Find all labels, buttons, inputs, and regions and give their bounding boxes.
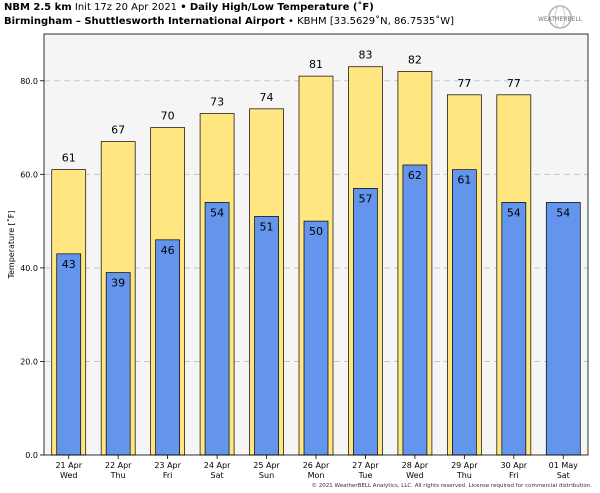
station-id: • KBHM [33.5629˚N, 86.7535˚W]: [288, 16, 455, 27]
x-tick-label-day: Sat: [557, 471, 570, 480]
low-temp-bar: [353, 188, 378, 456]
x-tick-label-day: Thu: [456, 471, 472, 480]
high-temp-label: 70: [161, 110, 175, 123]
x-tick-label-date: 22 Apr: [105, 461, 132, 470]
low-temp-label: 39: [111, 277, 125, 290]
x-tick-label-date: 30 Apr: [501, 461, 528, 470]
station-name: Birmingham – Shuttlesworth International…: [4, 16, 285, 27]
weatherbell-globe-logo: WEATHERBELL: [538, 5, 583, 29]
low-temp-label: 43: [62, 258, 76, 271]
low-temp-bar: [545, 202, 581, 456]
low-temp-bar: [303, 220, 329, 456]
x-tick-label-day: Tue: [358, 471, 373, 480]
high-temp-label: 61: [62, 152, 76, 165]
x-tick-label-date: 25 Apr: [253, 461, 280, 470]
x-tick-label-date: 29 Apr: [451, 461, 478, 470]
low-temp-bar: [402, 164, 428, 456]
low-temp-label: 57: [358, 192, 372, 205]
y-axis-label: Temperature [˚F]: [6, 210, 16, 279]
high-temp-label: 67: [111, 124, 125, 137]
low-temp-bar: [452, 169, 477, 456]
high-temp-label: 82: [408, 53, 422, 66]
high-temp-label: 74: [260, 91, 274, 104]
x-tick-label-date: 27 Apr: [352, 461, 379, 470]
high-temp-label: 81: [309, 58, 323, 71]
x-tick-label-date: 26 Apr: [303, 461, 330, 470]
y-tick-label: 20.0: [20, 357, 38, 366]
low-temp-label: 61: [457, 174, 471, 187]
x-tick-label-date: 23 Apr: [154, 461, 181, 470]
x-tick-label-day: Sat: [211, 471, 224, 480]
chart-header-line1: NBM 2.5 km Init 17z 20 Apr 2021 • Daily …: [4, 2, 374, 13]
low-temp-label: 62: [408, 169, 422, 182]
low-temp-bar: [56, 253, 82, 456]
low-temp-label: 50: [309, 225, 323, 238]
low-temp-bar: [204, 202, 230, 456]
y-tick-label: 80.0: [20, 77, 38, 86]
chart-header-line2: Birmingham – Shuttlesworth International…: [4, 16, 454, 27]
low-temp-label: 54: [556, 206, 570, 219]
x-tick-label-date: 24 Apr: [204, 461, 231, 470]
y-tick-label: 60.0: [20, 170, 38, 179]
y-tick-label: 40.0: [20, 264, 38, 273]
x-tick-label-day: Wed: [406, 471, 423, 480]
bars: [51, 66, 581, 456]
x-tick-label-day: Fri: [163, 471, 173, 480]
init-time: Init 17z 20 Apr 2021: [74, 2, 178, 13]
low-temp-label: 54: [507, 206, 521, 219]
low-temp-label: 51: [260, 220, 274, 233]
x-tick-label-day: Thu: [110, 471, 126, 480]
low-temp-label: 54: [210, 206, 224, 219]
value-labels: 61 43 67 39 70 46 73 54 74 51 81 50 83 57 82 62 77 61 77 54…: [62, 49, 571, 290]
plot-frame: [43, 33, 589, 456]
high-temp-label: 77: [457, 77, 471, 90]
x-tick-label-day: Wed: [60, 471, 77, 480]
low-temp-bar: [501, 202, 527, 456]
x-tick-label-date: 28 Apr: [402, 461, 429, 470]
model-name: NBM 2.5 km: [4, 2, 72, 13]
low-temp-bar: [105, 272, 131, 456]
x-tick-label-day: Mon: [308, 471, 325, 480]
x-tick-label-date: 21 Apr: [55, 461, 82, 470]
low-temp-label: 46: [161, 244, 175, 257]
low-temp-bar: [155, 239, 180, 456]
x-tick-label-date: 01 May: [549, 461, 579, 470]
low-temp-bar: [254, 216, 279, 456]
separator-bullet: •: [180, 2, 187, 13]
high-temp-label: 77: [507, 77, 521, 90]
copyright-notice: © 2021 WeatherBELL Analytics, LLC. All r…: [311, 483, 592, 489]
x-tick-label-day: Sun: [259, 471, 274, 480]
product-title: Daily High/Low Temperature (˚F): [189, 2, 374, 13]
high-temp-label: 73: [210, 96, 224, 109]
high-temp-label: 83: [358, 49, 372, 62]
y-tick-label: 0.0: [25, 451, 38, 460]
x-tick-label-day: Fri: [509, 471, 519, 480]
logo-text: WEATHERBELL: [538, 16, 583, 23]
